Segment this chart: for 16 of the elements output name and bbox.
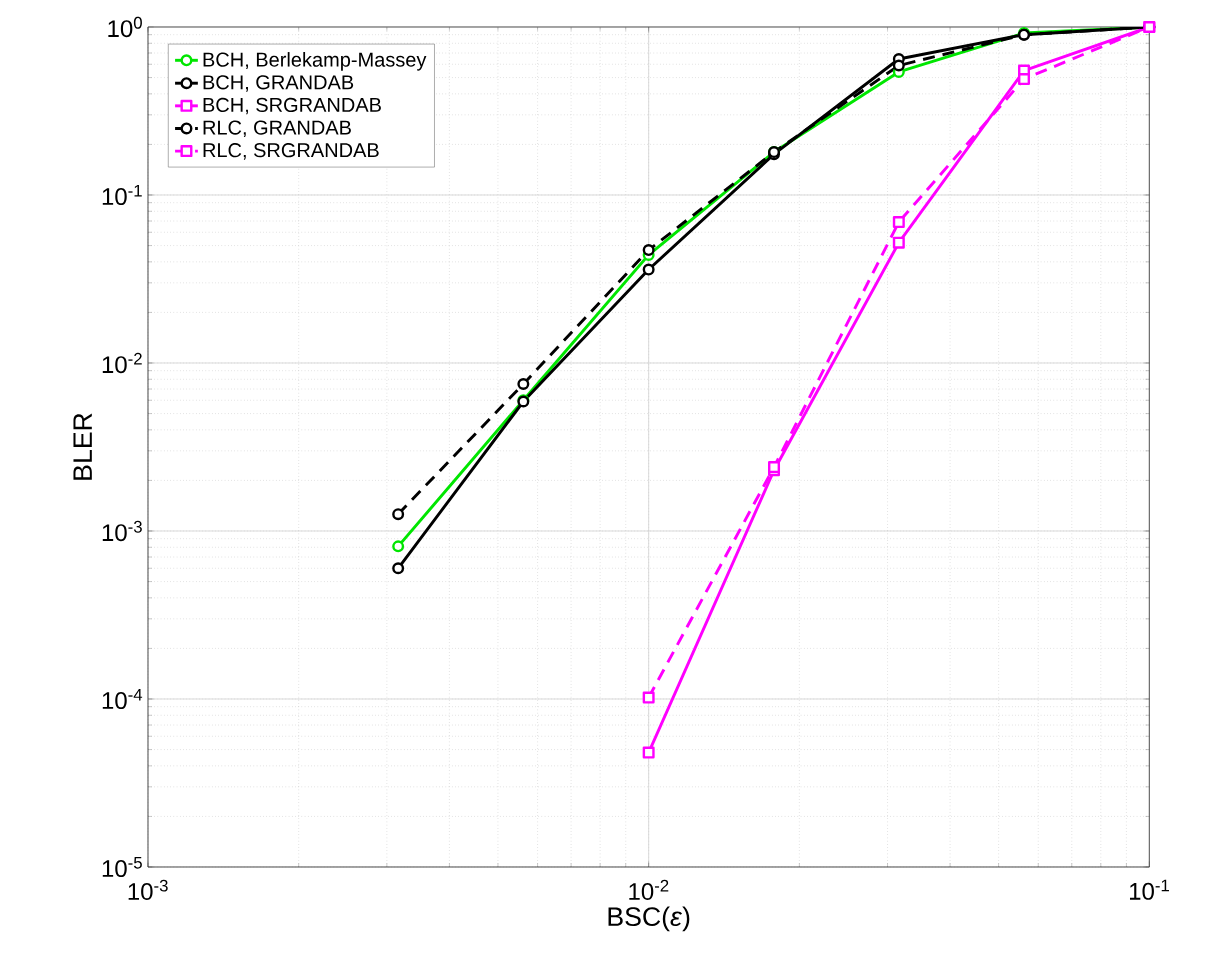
legend-label: RLC, GRANDAB (203, 120, 351, 137)
x-tick-label: 10$^{-1}$ (1129, 879, 1169, 900)
y-tick-label: 10$^{-1}$ (102, 184, 142, 206)
x-tick-label: 10$^{-3}$ (128, 879, 168, 901)
x-axis-title: BSC(ε) (608, 906, 690, 932)
y-tick-label: 10$^{-3}$ (102, 520, 142, 542)
legend-label: BCH, GRANDAB (203, 75, 354, 92)
y-tick-label: 10$^{-4}$ (102, 688, 143, 710)
y-tick-label: 10$^{-5}$ (102, 856, 142, 878)
y-axis-title: BLER (73, 413, 92, 480)
legend-label: BCH, SRGRANDAB (203, 97, 381, 115)
x-tick-label: 10$^{-2}$ (629, 879, 669, 901)
legend-label: RLC, SRGRANDAB (203, 143, 379, 160)
legend-label: BCH, Berlekamp-Massey (203, 52, 427, 71)
y-tick-label: 10$^{-2}$ (102, 352, 142, 374)
y-tick-label: 10$^{0}$ (108, 16, 142, 38)
